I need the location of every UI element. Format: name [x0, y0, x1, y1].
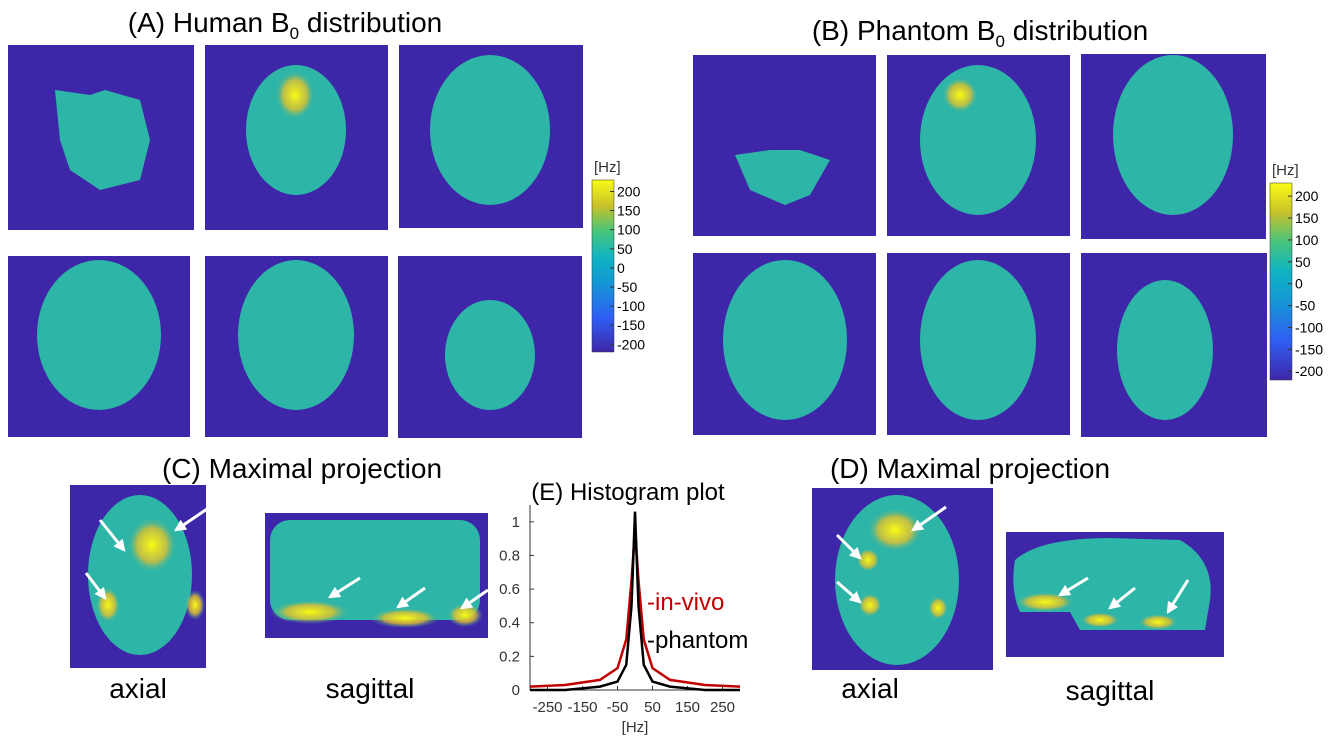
colorbar-unit: [Hz]	[1272, 162, 1299, 179]
colorbar-tick-label: -200	[1295, 363, 1323, 379]
panel-b-title: (B) Phantom B0 distribution	[812, 15, 1148, 51]
title-subscript: 0	[995, 32, 1004, 51]
colorbar-tick-label: -200	[617, 336, 645, 352]
panel-d-title: (D) Maximal projection	[830, 453, 1110, 484]
x-tick-label: -150	[567, 699, 597, 716]
colorbar-unit: [Hz]	[594, 159, 621, 176]
view-label: sagittal	[326, 673, 415, 704]
x-tick-label: 250	[710, 699, 735, 716]
colorbar-tick-label: -100	[617, 298, 645, 314]
legend-label: -phantom	[647, 627, 748, 654]
legend-label: -in-vivo	[647, 589, 724, 616]
x-tick-label: -50	[607, 699, 629, 716]
title-text: distribution	[1005, 15, 1148, 46]
y-tick-label: 0.4	[499, 615, 520, 632]
panel-c-title: (C) Maximal projection	[162, 453, 442, 484]
view-label: axial	[841, 673, 899, 704]
colorbar-tick-label: -50	[617, 279, 637, 295]
colorbar-tick-label: 100	[617, 222, 641, 238]
y-tick-label: 0.8	[499, 547, 520, 564]
x-axis-label: [Hz]	[622, 719, 649, 736]
colorbar	[1269, 182, 1293, 381]
view-label: axial	[109, 673, 167, 704]
title-text: distribution	[299, 7, 442, 38]
x-tick-label: 150	[675, 699, 700, 716]
colorbar-tick-label: 100	[1295, 232, 1319, 248]
title-text: (A) Human B	[128, 7, 290, 38]
colorbar-tick-label: -150	[617, 317, 645, 333]
generated: [Hz]200150100500-50-100-150-200[Hz]20015…	[499, 159, 1323, 736]
colorbar-tick-label: 200	[617, 183, 641, 199]
series-line	[530, 511, 740, 692]
view-label: sagittal	[1066, 675, 1155, 706]
y-tick-label: 1	[512, 514, 520, 531]
panel-a-title: (A) Human B0 distribution	[128, 7, 442, 43]
y-tick-label: 0.2	[499, 648, 520, 665]
title-subscript: 0	[290, 24, 299, 43]
colorbar-tick-label: 50	[617, 241, 633, 257]
panel-a-images	[8, 45, 583, 438]
colorbar-tick-label: 150	[617, 203, 641, 219]
y-tick-label: 0	[512, 682, 520, 699]
colorbar-tick-label: -100	[1295, 319, 1323, 335]
colorbar-tick-label: 0	[1295, 276, 1303, 292]
x-tick-label: 50	[644, 699, 661, 716]
colorbar-tick-label: -50	[1295, 298, 1315, 314]
colorbar	[591, 179, 615, 353]
colorbar-tick-label: 150	[1295, 210, 1319, 226]
panel-d-images	[812, 488, 1224, 670]
chart-title: (E) Histogram plot	[531, 479, 725, 506]
title-text: (B) Phantom B	[812, 15, 996, 46]
panel-b-images	[693, 54, 1267, 437]
panel-c-images	[70, 485, 489, 668]
colorbar-tick-label: 50	[1295, 254, 1311, 270]
colorbar-tick-label: 0	[617, 260, 625, 276]
x-tick-label: -250	[532, 699, 562, 716]
colorbar-tick-label: 200	[1295, 188, 1319, 204]
colorbar-tick-label: -150	[1295, 341, 1323, 357]
y-tick-label: 0.6	[499, 581, 520, 598]
